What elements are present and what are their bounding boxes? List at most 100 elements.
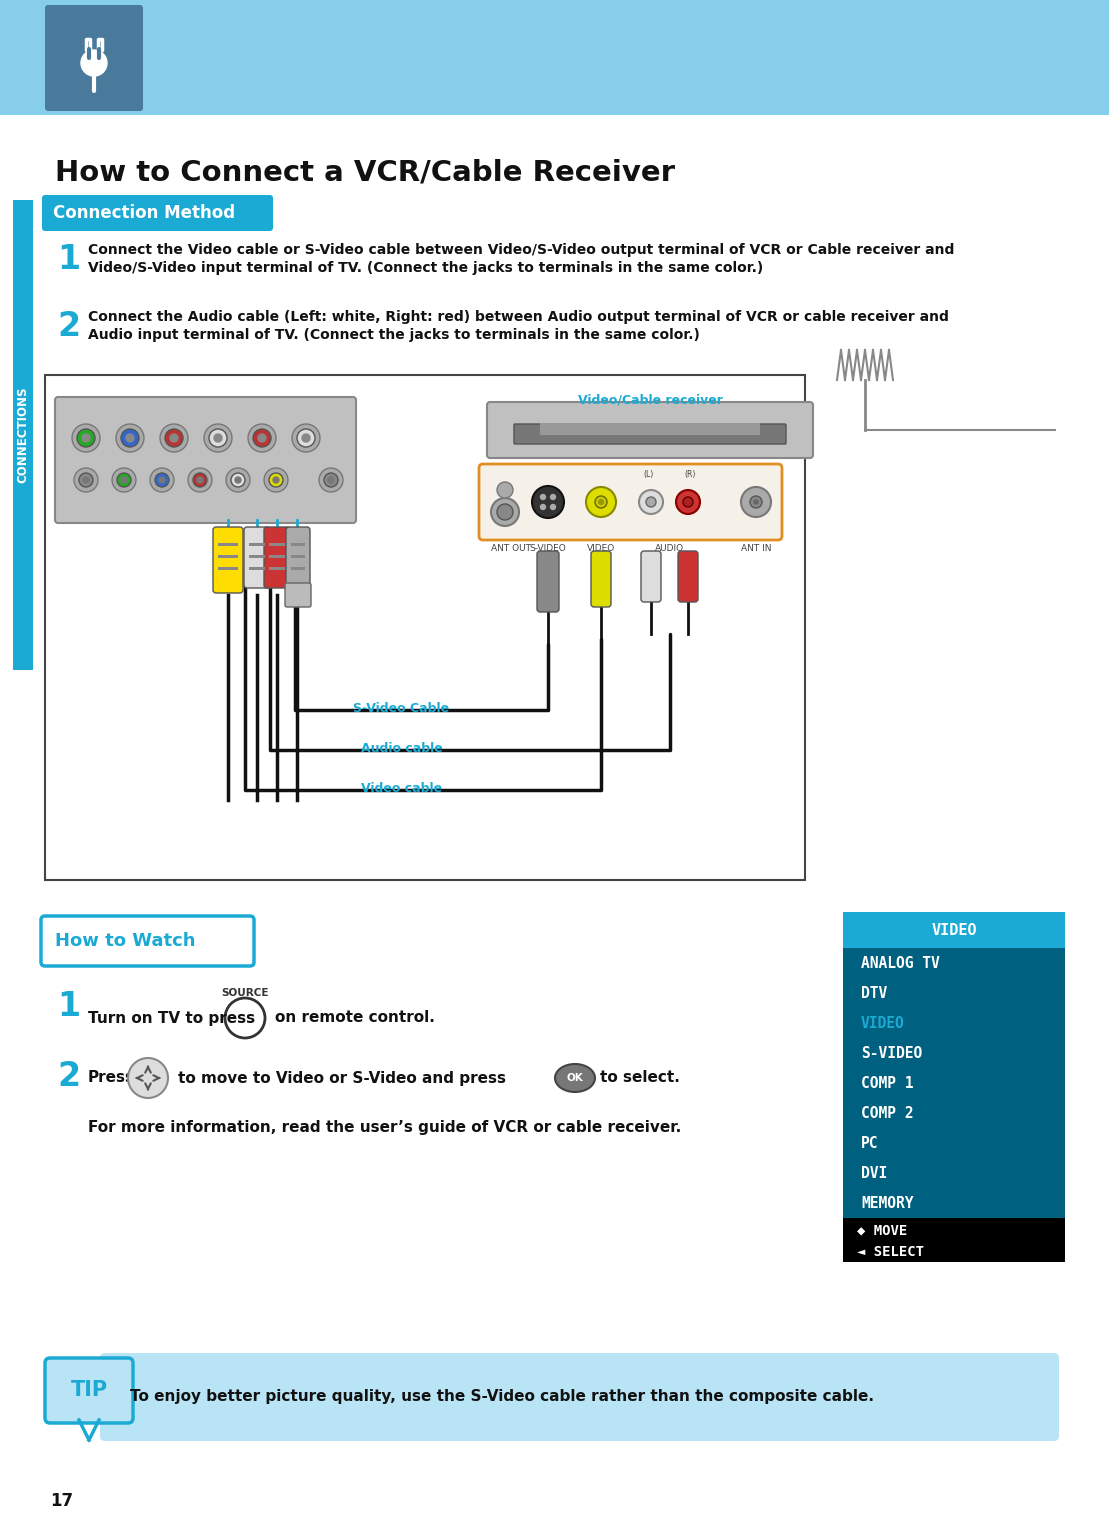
FancyBboxPatch shape [42, 195, 273, 231]
Circle shape [208, 429, 227, 446]
Circle shape [118, 474, 131, 487]
Text: to select.: to select. [600, 1071, 680, 1086]
Bar [218, 544, 238, 547]
Text: COMP 2: COMP 2 [861, 1106, 914, 1121]
Text: Connect the Audio cable (Left: white, Right: red) between Audio output terminal : Connect the Audio cable (Left: white, Ri… [88, 311, 949, 343]
Text: Connection Method: Connection Method [53, 204, 235, 222]
Text: S-Video Cable: S-Video Cable [354, 702, 449, 714]
Circle shape [235, 477, 241, 483]
Text: VIDEO: VIDEO [587, 544, 615, 553]
Circle shape [159, 477, 165, 483]
Circle shape [83, 477, 89, 483]
Circle shape [596, 496, 607, 509]
Text: AUDIO: AUDIO [655, 544, 684, 553]
Circle shape [297, 429, 315, 446]
Text: VIDEO: VIDEO [932, 923, 977, 938]
Bar [291, 567, 305, 570]
Circle shape [197, 477, 203, 483]
Text: ANT IN: ANT IN [741, 544, 771, 553]
Text: For more information, read the user’s guide of VCR or cable receiver.: For more information, read the user’s gu… [88, 1119, 681, 1135]
Circle shape [248, 423, 276, 452]
Circle shape [253, 429, 271, 446]
Bar [843, 912, 1065, 947]
Circle shape [193, 474, 207, 487]
Bar [269, 567, 285, 570]
FancyBboxPatch shape [286, 527, 311, 603]
Text: Audio cable: Audio cable [360, 742, 442, 755]
Circle shape [82, 434, 90, 442]
FancyBboxPatch shape [244, 527, 269, 588]
Circle shape [258, 434, 266, 442]
Bar [250, 567, 265, 570]
Text: 2: 2 [57, 1060, 80, 1094]
Bar [250, 544, 265, 547]
FancyBboxPatch shape [55, 398, 356, 522]
Circle shape [79, 474, 93, 487]
Text: ◆ MOVE: ◆ MOVE [857, 1223, 907, 1237]
Text: To enjoy better picture quality, use the S-Video cable rather than the composite: To enjoy better picture quality, use the… [130, 1389, 874, 1404]
Text: ANT OUT: ANT OUT [491, 544, 531, 553]
Text: DVI: DVI [861, 1165, 887, 1180]
Circle shape [550, 504, 556, 510]
Bar [843, 947, 1065, 1218]
Circle shape [72, 423, 100, 452]
FancyBboxPatch shape [100, 1352, 1059, 1441]
Text: Video cable: Video cable [360, 781, 442, 795]
Text: How to Watch: How to Watch [55, 932, 195, 950]
Circle shape [155, 474, 169, 487]
Circle shape [676, 490, 700, 513]
Text: S-VIDEO: S-VIDEO [861, 1045, 923, 1060]
Circle shape [328, 477, 334, 483]
Circle shape [302, 434, 311, 442]
Circle shape [497, 481, 513, 498]
Circle shape [226, 468, 250, 492]
FancyBboxPatch shape [264, 527, 289, 588]
Text: (L): (L) [644, 471, 654, 480]
Bar [250, 554, 265, 557]
Text: to move to Video or S-Video and press: to move to Video or S-Video and press [179, 1071, 506, 1086]
Circle shape [540, 504, 546, 510]
Circle shape [683, 496, 693, 507]
Circle shape [264, 468, 288, 492]
Circle shape [491, 498, 519, 525]
FancyBboxPatch shape [591, 551, 611, 608]
Circle shape [269, 474, 283, 487]
Circle shape [150, 468, 174, 492]
Circle shape [81, 50, 106, 76]
Text: ◄ SELECT: ◄ SELECT [857, 1244, 924, 1260]
Text: CONNECTIONS: CONNECTIONS [17, 387, 30, 483]
Circle shape [319, 468, 343, 492]
Circle shape [126, 434, 134, 442]
Circle shape [599, 500, 603, 504]
FancyBboxPatch shape [285, 583, 311, 608]
Bar [291, 544, 305, 547]
Text: Turn on TV to press: Turn on TV to press [88, 1010, 255, 1025]
Text: 17: 17 [50, 1493, 73, 1509]
FancyBboxPatch shape [45, 1359, 133, 1422]
Circle shape [165, 429, 183, 446]
Circle shape [754, 500, 757, 504]
Text: DTV: DTV [861, 985, 887, 1001]
Circle shape [74, 468, 98, 492]
Text: S-VIDEO: S-VIDEO [530, 544, 567, 553]
Circle shape [77, 429, 95, 446]
Circle shape [170, 434, 179, 442]
Text: MEMORY: MEMORY [861, 1196, 914, 1211]
Text: COMP 1: COMP 1 [861, 1075, 914, 1090]
Text: VIDEO: VIDEO [861, 1016, 905, 1031]
Circle shape [292, 423, 321, 452]
Text: PC: PC [861, 1136, 878, 1150]
Circle shape [121, 429, 139, 446]
Circle shape [112, 468, 136, 492]
Circle shape [586, 487, 615, 516]
Bar [291, 554, 305, 557]
Circle shape [497, 504, 513, 519]
Circle shape [324, 474, 338, 487]
Circle shape [231, 474, 245, 487]
FancyBboxPatch shape [641, 551, 661, 602]
FancyBboxPatch shape [513, 423, 786, 445]
Circle shape [116, 423, 144, 452]
Text: ANALOG TV: ANALOG TV [861, 955, 939, 970]
FancyBboxPatch shape [41, 915, 254, 966]
Text: SOURCE: SOURCE [222, 988, 268, 998]
